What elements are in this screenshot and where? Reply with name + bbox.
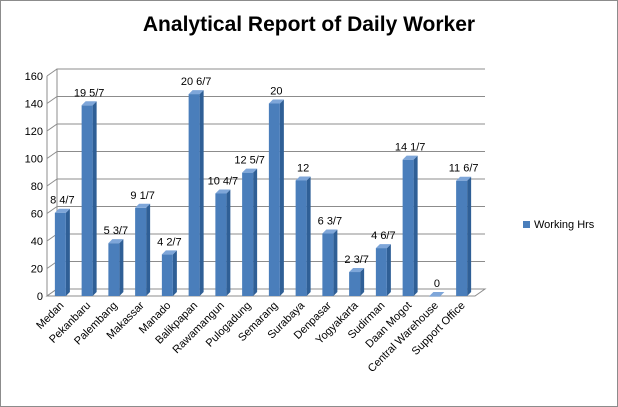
bar-top — [188, 90, 204, 95]
data-label: 12 5/7 — [234, 155, 265, 167]
bar-side — [92, 101, 97, 297]
y-tick-label: 0 — [37, 291, 43, 303]
gridline-depth — [46, 68, 58, 77]
gridline-depth — [46, 151, 58, 159]
bar — [215, 193, 227, 296]
bar — [242, 172, 254, 296]
bar-side — [226, 189, 231, 296]
bar-side — [199, 90, 204, 296]
bar-top — [215, 189, 231, 194]
gridline-depth — [46, 206, 58, 214]
bar-top — [242, 168, 258, 173]
bar — [268, 103, 280, 296]
y-tick-label: 40 — [31, 236, 43, 248]
bar — [135, 207, 147, 296]
y-tick-label: 60 — [31, 209, 43, 221]
bar-top — [402, 155, 418, 160]
bar — [456, 180, 468, 296]
bar-top — [161, 250, 177, 255]
bar-top — [135, 203, 151, 208]
data-label: 4 6/7 — [371, 230, 395, 242]
bar — [375, 248, 387, 296]
y-tick-label: 160 — [25, 71, 43, 83]
data-label: 11 6/7 — [449, 163, 479, 175]
y-tick-label: 80 — [31, 181, 43, 193]
bar-top — [54, 208, 70, 213]
data-label: 19 5/7 — [74, 87, 105, 99]
bar — [349, 272, 361, 296]
bar — [108, 243, 120, 296]
data-label: 20 6/7 — [181, 76, 212, 88]
gridline-depth — [46, 178, 58, 187]
data-label: 9 1/7 — [130, 190, 154, 202]
bar — [429, 296, 441, 297]
data-label: 5 3/7 — [104, 225, 128, 237]
bar-top — [429, 292, 445, 296]
bar-side — [119, 239, 124, 296]
bar — [161, 254, 173, 296]
y-tick-label: 140 — [25, 99, 43, 111]
bar-top — [456, 176, 472, 181]
bar-side — [467, 176, 472, 296]
bar — [402, 159, 414, 296]
gridline-depth — [46, 123, 58, 132]
y-tick-label: 120 — [25, 126, 43, 138]
bar-side — [279, 99, 284, 296]
bar-side — [413, 155, 418, 296]
y-tick-label: 100 — [25, 154, 43, 166]
bar-top — [108, 239, 124, 244]
bar-side — [360, 268, 365, 296]
chart-title: Analytical Report of Daily Worker — [142, 13, 476, 36]
bar-top — [375, 244, 391, 249]
data-label: 0 — [434, 278, 440, 290]
bar — [322, 233, 334, 296]
data-label: 8 4/7 — [50, 195, 74, 207]
data-label: 20 — [270, 86, 282, 98]
data-label: 2 3/7 — [344, 254, 368, 266]
bar-side — [386, 244, 391, 296]
bar-side — [65, 208, 70, 296]
bar-top — [295, 176, 311, 181]
legend-swatch — [523, 221, 530, 228]
bar-top — [268, 99, 284, 104]
bar-side — [146, 203, 151, 296]
bar — [54, 212, 66, 296]
gridline-depth — [46, 96, 58, 104]
bar — [81, 105, 93, 297]
bar — [188, 94, 200, 296]
bar — [295, 180, 307, 296]
bar-top — [322, 229, 338, 234]
bar-side — [253, 168, 258, 296]
data-label: 4 2/7 — [157, 236, 181, 248]
data-label: 12 — [297, 163, 309, 175]
bar-top — [349, 268, 365, 273]
data-label: 14 1/7 — [395, 142, 426, 154]
bar-side — [306, 176, 311, 296]
y-tick-label: 20 — [31, 264, 43, 276]
bar-side — [333, 229, 338, 296]
bar-side — [172, 250, 177, 296]
legend-label: Working Hrs — [534, 219, 595, 231]
bar-top — [81, 101, 97, 106]
data-label: 6 3/7 — [318, 216, 342, 228]
data-label: 10 4/7 — [208, 175, 239, 187]
